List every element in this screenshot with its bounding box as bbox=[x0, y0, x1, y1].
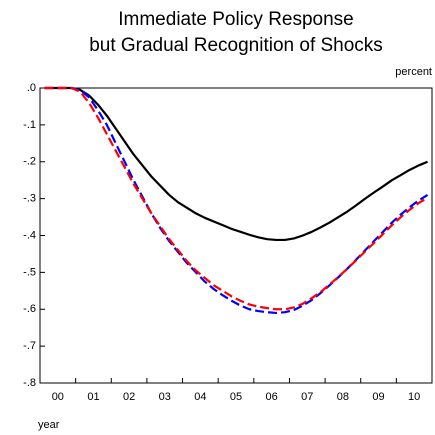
x-tick-label: 03 bbox=[159, 391, 171, 403]
y-tick-label: -.2 bbox=[23, 156, 36, 168]
x-tick-label: 00 bbox=[52, 391, 64, 403]
x-tick-label: 02 bbox=[123, 391, 135, 403]
plot-frame bbox=[39, 87, 433, 384]
line-series bbox=[44, 86, 428, 242]
y-tick-label: -.4 bbox=[23, 229, 36, 241]
chart-title: but Gradual Recognition of Shocks bbox=[89, 35, 383, 56]
y-axis-label: percent bbox=[395, 66, 432, 78]
y-tick-label: -.6 bbox=[23, 303, 36, 315]
x-tick-label: 10 bbox=[408, 391, 420, 403]
line-series bbox=[44, 86, 429, 315]
y-tick-label: -.8 bbox=[23, 377, 36, 389]
line-series bbox=[44, 86, 429, 311]
y-tick-label: -.5 bbox=[23, 266, 36, 278]
x-tick-label: 09 bbox=[372, 391, 384, 403]
y-tick-label: .0 bbox=[27, 82, 36, 94]
y-tick-label: -.1 bbox=[23, 119, 36, 131]
x-tick-label: 01 bbox=[87, 391, 99, 403]
y-tick-label: -.3 bbox=[23, 193, 36, 205]
x-tick-label: 05 bbox=[230, 391, 242, 403]
chart-title: Immediate Policy Response bbox=[118, 9, 354, 30]
x-tick-label: 06 bbox=[266, 391, 278, 403]
x-axis-label: year bbox=[38, 419, 60, 431]
x-tick-label: 07 bbox=[301, 391, 313, 403]
x-tick-label: 04 bbox=[194, 391, 206, 403]
y-tick-label: -.7 bbox=[23, 340, 36, 352]
x-tick-label: 08 bbox=[337, 391, 349, 403]
